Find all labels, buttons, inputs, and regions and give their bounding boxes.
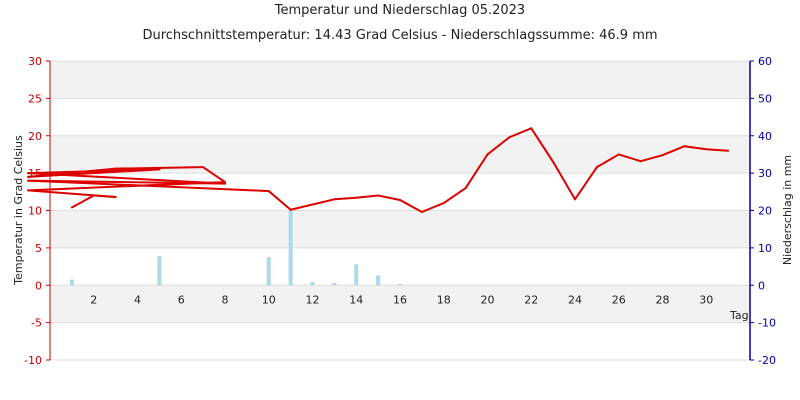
temperature-line-segment — [267, 190, 292, 211]
y-tick-label-left: 25 — [28, 92, 42, 105]
temperature-line-segment — [114, 166, 205, 170]
background-bands — [50, 61, 750, 323]
temperature-line-segment — [617, 153, 642, 163]
temperature-line-segment — [442, 187, 467, 205]
precipitation-bar — [376, 275, 381, 286]
x-tick-label: 8 — [222, 293, 229, 306]
temperature-line-segment — [530, 127, 555, 163]
temperature-line-segment — [552, 160, 576, 201]
temperature-line-segment — [705, 148, 730, 152]
x-tick-label: 14 — [349, 293, 363, 306]
temperature-line-segment — [289, 203, 314, 211]
y-tick-label-right: 40 — [758, 130, 772, 143]
y-tick-label-left: 0 — [35, 279, 42, 292]
y-tick-label-left: 10 — [28, 205, 42, 218]
temperature-line-segment — [486, 136, 511, 156]
x-tick-label: 30 — [699, 293, 713, 306]
temperature-line-segment — [333, 196, 358, 201]
temperature-line-segment — [311, 198, 336, 206]
y-axis-label-left: Temperatur in Grad Celsius — [12, 135, 25, 286]
temperature-line-segment — [464, 153, 489, 190]
y-tick-label-right: 10 — [758, 242, 772, 255]
temperature-line-segment — [595, 153, 620, 169]
temperature-line-segment — [27, 179, 270, 193]
chart-subtitle: Durchschnittstemperatur: 14.43 Grad Cels… — [142, 28, 658, 43]
temperature-line-segment — [377, 194, 401, 202]
x-tick-label: 10 — [262, 293, 276, 306]
temperature-line-segment — [661, 145, 686, 157]
temperature-line-segment — [70, 194, 95, 209]
temperature-line-segment — [574, 166, 598, 201]
temperature-line-segment — [27, 172, 226, 185]
grid-lines — [50, 60, 750, 361]
x-tick-label: 2 — [90, 293, 97, 306]
temperature-line-segment — [683, 145, 708, 151]
axes — [46, 60, 754, 361]
x-tick-label: 18 — [437, 293, 451, 306]
y-tick-label-left: 15 — [28, 167, 42, 180]
precipitation-bar — [69, 279, 74, 286]
background-band — [50, 61, 750, 99]
x-tick-label: 20 — [481, 293, 495, 306]
x-axis-label: Tag — [729, 309, 749, 322]
x-tick-label: 16 — [393, 293, 407, 306]
temperature-line-segment — [639, 154, 664, 163]
y-tick-label-left: -10 — [24, 354, 42, 367]
temperature-line-segment — [27, 189, 117, 199]
precipitation-bar — [288, 210, 293, 286]
temperature-line-segment — [355, 194, 380, 199]
precipitation-bar — [266, 257, 271, 286]
x-tick-label: 4 — [134, 293, 141, 306]
precipitation-bar — [310, 281, 315, 286]
precipitation-bars — [69, 210, 402, 286]
y-tick-label-right: 20 — [758, 205, 772, 218]
temperature-line-segment — [399, 199, 423, 213]
x-tick-label: 22 — [524, 293, 538, 306]
y-tick-label-left: 20 — [28, 130, 42, 143]
y-tick-label-left: -5 — [31, 317, 42, 330]
temperature-line-segment — [508, 127, 533, 139]
y-tick-label-right: 60 — [758, 55, 772, 68]
x-tick-label: 12 — [306, 293, 320, 306]
precipitation-bar — [354, 264, 359, 286]
precipitation-bar — [332, 283, 337, 286]
y-tick-label-right: 50 — [758, 92, 772, 105]
x-tick-label: 6 — [178, 293, 185, 306]
temperature-line-segment — [420, 202, 445, 213]
y-tick-label-right: 30 — [758, 167, 772, 180]
precipitation-bar — [398, 284, 402, 286]
y-axis-label-right: Niederschlag in mm — [781, 155, 794, 265]
chart-title: Temperatur und Niederschlag 05.2023 — [274, 3, 526, 18]
precipitation-bar — [157, 256, 162, 286]
x-tick-label: 24 — [568, 293, 582, 306]
background-band — [50, 210, 750, 248]
y-tick-label-right: -10 — [758, 317, 776, 330]
y-tick-label-right: 0 — [758, 279, 765, 292]
background-band — [50, 285, 750, 323]
temperature-line-segment — [202, 166, 226, 184]
x-tick-label: 28 — [656, 293, 670, 306]
x-tick-label: 26 — [612, 293, 626, 306]
y-tick-label-left: 30 — [28, 55, 42, 68]
y-tick-label-right: -20 — [758, 354, 776, 367]
y-tick-label-left: 5 — [35, 242, 42, 255]
